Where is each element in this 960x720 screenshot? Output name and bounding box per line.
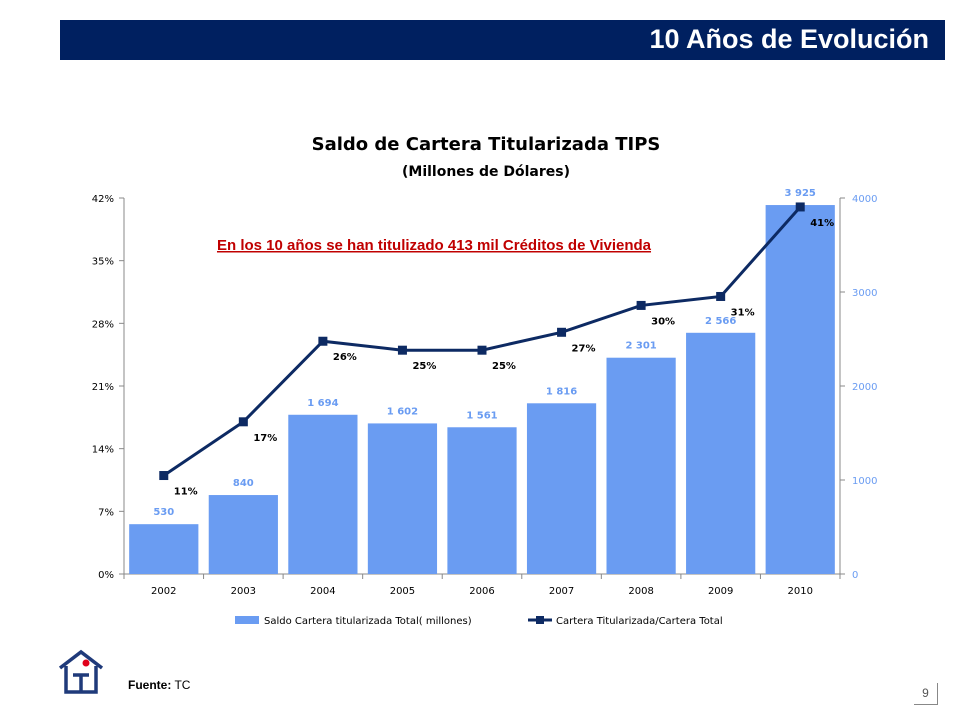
chart-title: Saldo de Cartera Titularizada TIPS [312,134,661,155]
line-data-label: 17% [253,433,277,444]
bar-data-label: 840 [233,478,254,489]
bar-data-label: 2 301 [625,341,656,352]
bar-data-label: 1 561 [466,410,497,421]
line-marker [795,202,805,212]
line-data-label: 25% [412,361,436,372]
line-marker [318,336,328,346]
y-right-tick-label: 3000 [852,288,877,299]
x-tick-label: 2008 [628,586,653,597]
bar [288,414,358,574]
header-bar: 10 Años de Evolución [60,20,945,60]
y-right-tick-label: 1000 [852,476,877,487]
line-data-label: 27% [572,343,596,354]
y-right-tick-label: 2000 [852,382,877,393]
line-marker [636,300,646,310]
bar [367,423,438,574]
line-data-label: 26% [333,352,357,363]
y-left-tick-label: 42% [92,194,114,205]
line-data-label: 41% [810,218,834,229]
line-marker [477,345,487,355]
source-value: TC [174,678,191,692]
legend-marker-line [536,616,544,624]
line-data-label: 25% [492,361,516,372]
x-tick-label: 2003 [231,586,256,597]
x-tick-label: 2007 [549,586,574,597]
y-left-tick-label: 0% [98,570,114,581]
y-left-tick-label: 14% [92,445,114,456]
source-note: Fuente: TC [128,678,190,692]
x-tick-label: 2005 [390,586,415,597]
company-logo [58,649,104,694]
source-label: Fuente: [128,678,172,692]
bar-data-label: 1 816 [546,386,577,397]
x-tick-label: 2009 [708,586,733,597]
bar [208,495,278,574]
x-tick-label: 2006 [469,586,494,597]
page-title: 10 Años de Evolución [649,24,929,54]
y-right-tick-label: 4000 [852,194,877,205]
bar [447,427,517,574]
bar [686,332,756,574]
y-left-tick-label: 28% [92,319,114,330]
line-marker [716,291,726,301]
line-marker [159,471,169,481]
x-tick-label: 2010 [787,586,812,597]
y-left-tick-label: 35% [92,257,114,268]
x-tick-label: 2002 [151,586,176,597]
bar [129,524,199,574]
bar [765,205,835,575]
bar-data-label: 1 602 [387,406,418,417]
bar [606,357,676,574]
y-left-tick-label: 7% [98,507,114,518]
y-right-tick-label: 0 [852,570,858,581]
bar [526,403,597,574]
bar-data-label: 1 694 [307,398,338,409]
line-marker [557,327,567,337]
x-tick-label: 2004 [310,586,335,597]
line-data-label: 30% [651,316,675,327]
line-marker [238,417,248,427]
line-data-label: 11% [174,487,198,498]
y-left-tick-label: 21% [92,382,114,393]
legend-swatch-bar [235,616,259,624]
bar-data-label: 530 [153,507,174,518]
bar-data-label: 3 925 [785,188,816,199]
bar-data-label: 2 566 [705,316,736,327]
page-number: 9 [914,683,938,705]
legend-label-bar: Saldo Cartera titularizada Total( millon… [264,616,472,627]
chart-subtitle: (Millones de Dólares) [402,164,570,180]
legend-label-line: Cartera Titularizada/Cartera Total [556,616,723,627]
chart-annotation: En los 10 años se han titulizado 413 mil… [217,237,652,254]
line-marker [397,345,407,355]
line-data-label: 31% [731,307,755,318]
